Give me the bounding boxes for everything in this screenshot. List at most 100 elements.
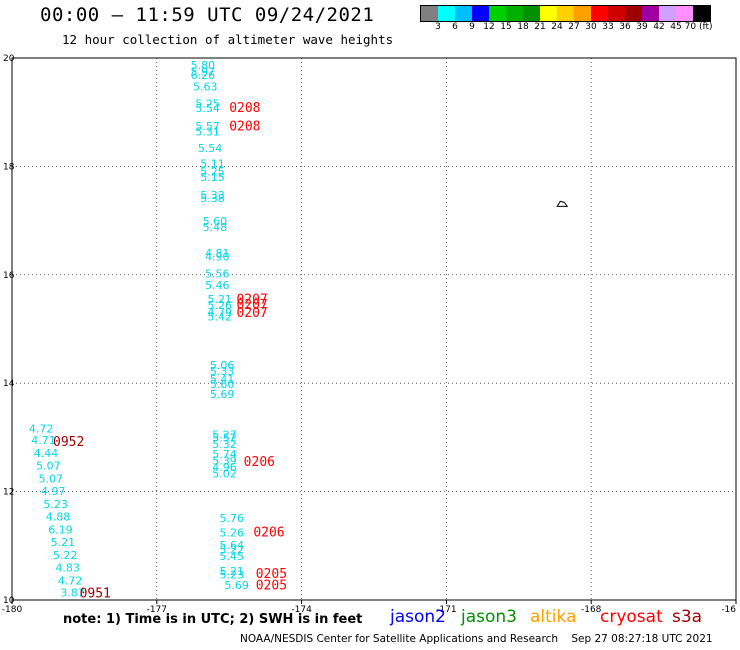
colorbar-swatch — [489, 6, 506, 21]
swh-reading: 5.33 — [210, 365, 235, 378]
colorbar-label: 39 — [636, 22, 648, 32]
colorbar-swatch — [693, 6, 710, 21]
colorbar-swatch — [472, 6, 489, 21]
colorbar-label: 15 — [500, 22, 512, 32]
swh-reading: 5.54 — [195, 102, 220, 115]
swh-reading: 5.23 — [43, 498, 68, 511]
y-tick-label: 18 — [3, 162, 15, 172]
colorbar-label: 30 — [585, 22, 597, 32]
swh-reading: 4.96 — [212, 461, 237, 474]
swh-reading: 5.69 — [224, 579, 249, 592]
colorbar-label: 18 — [517, 22, 529, 32]
swh-reading: 5.07 — [36, 459, 61, 472]
swh-reading: 5.56 — [205, 268, 230, 281]
swh-reading: 5.41 — [210, 373, 235, 386]
map-frame — [11, 57, 737, 601]
swh-reading: 4.79 — [207, 306, 232, 319]
swh-reading: 5.46 — [205, 279, 230, 292]
colorbar-label: 36 — [619, 22, 631, 32]
swh-reading: 5.22 — [220, 543, 245, 556]
swh-reading: 5.26 — [207, 299, 232, 312]
swh-reading: 5.22 — [53, 549, 78, 562]
map-grid — [12, 58, 736, 600]
swh-reading: 4.88 — [46, 510, 71, 523]
credit-timestamp: Sep 27 08:27:18 UTC 2021 — [571, 633, 713, 645]
swh-reading: 4.83 — [55, 561, 80, 574]
axis-ticks: -180 -177 -174 -171 -168 -16 10 12 14 16 18 20 — [2, 54, 737, 615]
swh-reading: 5.06 — [210, 359, 235, 372]
swh-reading: 4.71 — [31, 434, 56, 447]
pass-time-label: 0951 — [80, 586, 111, 601]
colorbar-swatch — [591, 6, 608, 21]
swh-reading: 5.64 — [220, 539, 245, 552]
swh-reading: 5.42 — [207, 310, 232, 323]
swh-reading: 5.02 — [212, 468, 237, 481]
colorbar-label: 12 — [483, 22, 495, 32]
swh-reading: 5.11 — [200, 157, 225, 170]
y-tick-label: 12 — [3, 488, 14, 498]
swh-reading: 5.38 — [200, 192, 225, 205]
x-tick-label: -177 — [147, 605, 167, 615]
wave-height-readings: 5.805.976.265.635.255.545.575.315.545.11… — [29, 59, 249, 600]
colorbar-legend — [420, 5, 711, 22]
colorbar-swatch — [659, 6, 676, 21]
page-subtitle: 12 hour collection of altimeter wave hei… — [62, 32, 394, 47]
swh-reading: 4.44 — [34, 447, 59, 460]
colorbar-label: 9 — [469, 22, 475, 32]
swh-reading: 5.25 — [200, 166, 225, 179]
pass-time-label: 0952 — [53, 435, 84, 450]
x-tick-label: -174 — [291, 605, 312, 615]
colorbar-label: 33 — [602, 22, 614, 32]
swh-reading: 4.72 — [58, 574, 83, 587]
swh-reading: 5.63 — [193, 81, 218, 94]
footer-note: note: 1) Time is in UTC; 2) SWH is in fe… — [63, 612, 363, 627]
colorbar-swatch — [608, 6, 625, 21]
pass-time-label: 0206 — [253, 526, 284, 541]
colorbar-label: 3 — [435, 22, 441, 32]
swh-reading: 5.52 — [212, 432, 237, 445]
colorbar-swatch — [557, 6, 574, 21]
satellite-s3a: s3a — [672, 607, 703, 627]
island-icon — [556, 200, 569, 207]
pass-time-label: 0208 — [229, 120, 260, 135]
swh-reading: 5.25 — [195, 97, 220, 110]
swh-reading: 5.76 — [220, 512, 245, 525]
y-tick-label: 20 — [3, 54, 15, 64]
pass-time-label: 0205 — [256, 579, 287, 594]
swh-reading: 4.90 — [205, 251, 230, 264]
swh-reading: 5.33 — [200, 189, 225, 202]
pass-time-label: 0208 — [229, 101, 260, 116]
satellite-cryosat: cryosat — [600, 607, 663, 627]
pass-time-label: 0207 — [236, 306, 267, 321]
swh-reading: 5.31 — [195, 126, 220, 139]
swh-reading: 5.27 — [212, 428, 237, 441]
swh-reading: 5.74 — [212, 448, 237, 461]
swh-reading: 5.07 — [39, 472, 64, 485]
swh-reading: 3.87 — [60, 587, 84, 600]
colorbar-swatch — [506, 6, 523, 21]
swh-reading: 5.97 — [191, 65, 216, 78]
swh-reading: 4.97 — [41, 485, 66, 498]
colorbar-label: 27 — [568, 22, 580, 32]
swh-reading: 5.32 — [212, 438, 237, 451]
swh-reading: 5.45 — [220, 550, 245, 563]
swh-reading: 5.21 — [51, 536, 76, 549]
satellite-altika: altika — [530, 607, 577, 627]
swh-reading: 5.60 — [203, 215, 228, 228]
swh-reading: 6.19 — [48, 523, 72, 536]
colorbar-label: 45 — [670, 22, 682, 32]
credit-org: NOAA/NESDIS Center for Satellite Applica… — [240, 633, 558, 645]
colorbar-swatch — [455, 6, 472, 21]
swh-reading: 6.26 — [191, 69, 216, 82]
footer-credit: NOAA/NESDIS Center for Satellite Applica… — [240, 633, 713, 645]
pass-time-label: 0205 — [256, 567, 287, 582]
colorbar-swatch — [625, 6, 642, 21]
colorbar-swatch — [676, 6, 693, 21]
swh-reading: 5.80 — [191, 59, 216, 72]
colorbar-label: 70 (ft) — [684, 22, 713, 32]
x-tick-label: -171 — [436, 605, 456, 615]
swh-reading: 5.54 — [198, 142, 223, 155]
colorbar-swatch — [421, 6, 438, 21]
